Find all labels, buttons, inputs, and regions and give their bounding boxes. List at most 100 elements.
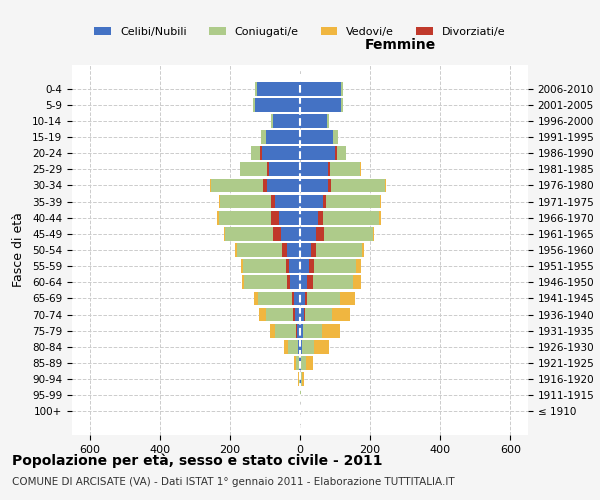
- Bar: [235, 243, 237, 257]
- Bar: [266, 178, 300, 192]
- Bar: [287, 243, 300, 257]
- Bar: [307, 276, 313, 289]
- Bar: [322, 324, 340, 338]
- Bar: [385, 178, 386, 192]
- Bar: [244, 276, 290, 289]
- Bar: [271, 211, 279, 224]
- Bar: [379, 211, 381, 224]
- Bar: [301, 372, 302, 386]
- Bar: [269, 162, 300, 176]
- Bar: [241, 260, 243, 273]
- Text: Popolazione per età, sesso e stato civile - 2011: Popolazione per età, sesso e stato civil…: [12, 454, 383, 468]
- Bar: [296, 356, 299, 370]
- Bar: [300, 130, 334, 144]
- Bar: [217, 211, 218, 224]
- Bar: [300, 211, 317, 224]
- Bar: [328, 162, 361, 176]
- Bar: [263, 178, 266, 192]
- Bar: [295, 308, 300, 322]
- Bar: [300, 276, 307, 289]
- Bar: [309, 260, 314, 273]
- Bar: [303, 324, 322, 338]
- Bar: [237, 243, 287, 257]
- Bar: [335, 146, 337, 160]
- Bar: [292, 292, 293, 306]
- Bar: [294, 356, 296, 370]
- Bar: [220, 194, 275, 208]
- Text: COMUNE DI ARCISATE (VA) - Dati ISTAT 1° gennaio 2011 - Elaborazione TUTTITALIA.I: COMUNE DI ARCISATE (VA) - Dati ISTAT 1° …: [12, 477, 455, 487]
- Y-axis label: Fasce di età: Fasce di età: [12, 212, 25, 288]
- Bar: [300, 146, 335, 160]
- Bar: [293, 292, 300, 306]
- Bar: [353, 276, 361, 289]
- Bar: [218, 194, 220, 208]
- Bar: [225, 227, 281, 240]
- Bar: [258, 292, 293, 306]
- Bar: [298, 340, 300, 353]
- Bar: [300, 308, 304, 322]
- Bar: [266, 308, 295, 322]
- Bar: [242, 276, 244, 289]
- Bar: [290, 276, 300, 289]
- Bar: [317, 211, 379, 224]
- Bar: [284, 340, 288, 353]
- Bar: [283, 243, 287, 257]
- Bar: [309, 260, 356, 273]
- Text: Femmine: Femmine: [365, 38, 436, 52]
- Bar: [270, 324, 275, 338]
- Bar: [266, 130, 300, 144]
- Bar: [300, 98, 341, 112]
- Bar: [299, 356, 300, 370]
- Bar: [271, 114, 272, 128]
- Bar: [253, 98, 255, 112]
- Bar: [316, 227, 373, 240]
- Bar: [210, 178, 211, 192]
- Bar: [239, 162, 241, 176]
- Bar: [328, 178, 385, 192]
- Bar: [373, 227, 374, 240]
- Bar: [307, 276, 353, 289]
- Bar: [254, 292, 258, 306]
- Bar: [311, 243, 362, 257]
- Bar: [275, 324, 297, 338]
- Bar: [306, 356, 313, 370]
- Bar: [323, 194, 326, 208]
- Bar: [218, 211, 279, 224]
- Bar: [314, 340, 329, 353]
- Bar: [317, 211, 323, 224]
- Bar: [341, 82, 343, 96]
- Bar: [281, 227, 300, 240]
- Bar: [224, 227, 225, 240]
- Bar: [267, 162, 269, 176]
- Bar: [311, 243, 316, 257]
- Bar: [300, 114, 328, 128]
- Bar: [300, 82, 341, 96]
- Bar: [251, 146, 262, 160]
- Bar: [300, 324, 303, 338]
- Bar: [300, 388, 301, 402]
- Bar: [300, 372, 301, 386]
- Bar: [323, 194, 380, 208]
- Bar: [271, 194, 275, 208]
- Bar: [262, 130, 266, 144]
- Bar: [211, 178, 266, 192]
- Bar: [328, 178, 331, 192]
- Bar: [273, 227, 281, 240]
- Bar: [305, 292, 307, 306]
- Bar: [328, 162, 330, 176]
- Bar: [300, 194, 323, 208]
- Legend: Celibi/Nubili, Coniugati/e, Vedovi/e, Divorziati/e: Celibi/Nubili, Coniugati/e, Vedovi/e, Di…: [90, 22, 510, 42]
- Bar: [259, 308, 266, 322]
- Bar: [272, 114, 300, 128]
- Bar: [301, 356, 306, 370]
- Bar: [260, 146, 262, 160]
- Bar: [300, 178, 328, 192]
- Bar: [300, 162, 328, 176]
- Bar: [255, 82, 257, 96]
- Bar: [279, 211, 300, 224]
- Bar: [297, 324, 300, 338]
- Bar: [316, 227, 323, 240]
- Bar: [288, 340, 298, 353]
- Bar: [341, 98, 343, 112]
- Bar: [305, 292, 340, 306]
